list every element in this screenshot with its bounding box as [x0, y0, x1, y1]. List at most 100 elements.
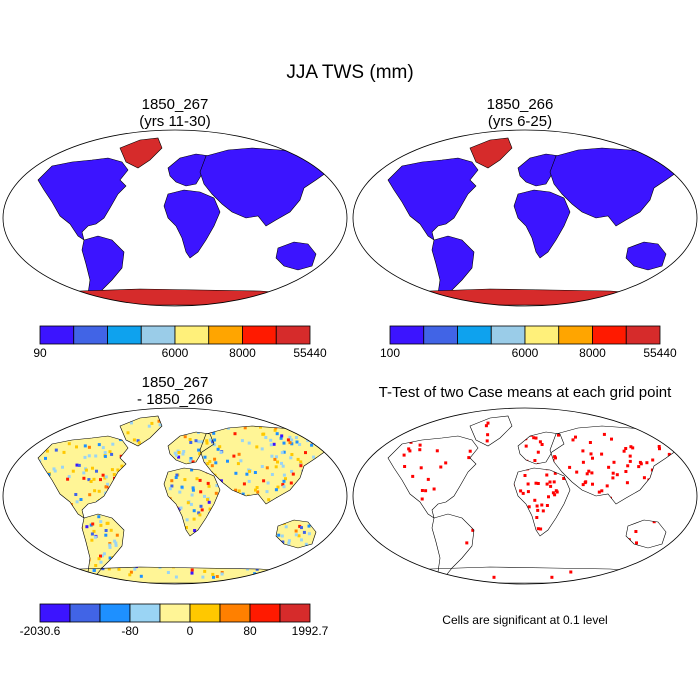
significant-cell — [509, 558, 513, 562]
anomaly-cell — [235, 418, 239, 422]
anomaly-cell — [121, 526, 125, 530]
anomaly-cell — [189, 457, 193, 460]
anomaly-cell — [34, 447, 37, 450]
anomaly-cell — [7, 563, 10, 566]
anomaly-cell — [15, 455, 18, 458]
anomaly-cell — [38, 554, 41, 558]
anomaly-cell — [52, 575, 56, 579]
colorbar-swatch — [558, 325, 593, 345]
significant-cell — [403, 465, 407, 468]
anomaly-cell — [245, 472, 249, 476]
anomaly-cell — [9, 474, 12, 477]
anomaly-cell — [302, 530, 306, 534]
anomaly-cell — [312, 463, 316, 467]
anomaly-cell — [264, 515, 268, 519]
anomaly-cell — [261, 528, 265, 532]
significant-cell — [552, 480, 556, 484]
anomaly-cell — [174, 575, 178, 579]
anomaly-cell — [108, 556, 112, 560]
anomaly-cell — [314, 508, 318, 512]
significant-cell — [447, 425, 451, 429]
anomaly-cell — [199, 504, 203, 508]
anomaly-cell — [198, 452, 202, 456]
anomaly-cell — [117, 567, 121, 571]
anomaly-cell — [34, 436, 37, 439]
anomaly-cell — [87, 445, 91, 449]
anomaly-cell — [204, 416, 208, 420]
anomaly-cell — [317, 569, 321, 573]
anomaly-cell — [234, 523, 238, 527]
anomaly-cell — [345, 553, 348, 556]
significant-cell — [590, 471, 594, 475]
anomaly-cell — [271, 572, 275, 576]
anomaly-cell — [279, 419, 283, 423]
significant-cell — [388, 569, 389, 573]
significant-cell — [589, 452, 593, 456]
anomaly-cell — [136, 554, 140, 558]
panel-3-title-line1: 1850_267 — [141, 374, 209, 391]
anomaly-cell — [326, 526, 330, 530]
anomaly-cell — [120, 464, 124, 468]
anomaly-cell — [92, 424, 96, 428]
map-panel-1 — [2, 129, 348, 307]
significant-cell — [418, 443, 422, 447]
anomaly-cell — [299, 460, 303, 464]
anomaly-cell — [50, 421, 54, 425]
significant-cell — [496, 521, 500, 525]
colorbar-swatch — [423, 325, 458, 345]
anomaly-cell — [11, 473, 14, 476]
anomaly-cell — [177, 451, 181, 454]
anomaly-cell — [104, 419, 108, 423]
anomaly-cell — [294, 493, 298, 497]
anomaly-cell — [329, 476, 330, 480]
anomaly-cell — [296, 490, 300, 494]
coastline-africa — [513, 467, 571, 537]
significant-cell — [370, 561, 373, 564]
anomaly-cell — [212, 506, 216, 510]
colorbar-tick-label: -2030.6 — [20, 624, 61, 638]
significant-cell — [486, 433, 490, 437]
significant-cell — [611, 471, 615, 475]
anomaly-cell — [192, 509, 196, 513]
anomaly-cell — [339, 545, 342, 548]
anomaly-cell — [212, 575, 215, 579]
anomaly-cell — [163, 469, 167, 473]
anomaly-cell — [157, 558, 161, 562]
anomaly-cell — [343, 544, 346, 547]
anomaly-cell — [261, 512, 265, 516]
anomaly-cell — [284, 477, 287, 481]
significant-cell — [563, 511, 567, 515]
anomaly-cell — [272, 442, 276, 446]
anomaly-cell — [177, 455, 181, 459]
anomaly-cell — [235, 525, 239, 529]
significant-cell — [530, 558, 534, 562]
anomaly-cell — [201, 539, 205, 543]
anomaly-cell — [288, 568, 292, 572]
anomaly-cell — [210, 561, 214, 565]
map-land-layer — [37, 137, 331, 306]
significant-cell — [575, 499, 579, 503]
anomaly-cell — [318, 459, 322, 463]
anomaly-cell — [69, 509, 73, 513]
anomaly-cell — [205, 542, 209, 546]
anomaly-cell — [99, 520, 103, 524]
anomaly-cell — [22, 559, 25, 562]
anomaly-cell — [199, 490, 203, 494]
anomaly-cell — [234, 488, 238, 492]
anomaly-cell — [124, 488, 128, 492]
anomaly-cell — [104, 533, 108, 537]
anomaly-cell — [279, 436, 283, 440]
colorbar-swatch — [107, 325, 142, 345]
anomaly-cell — [327, 570, 330, 574]
significant-cell — [571, 438, 575, 442]
anomaly-cell — [303, 422, 307, 426]
anomaly-cell — [126, 431, 130, 435]
significant-cell — [668, 479, 672, 483]
anomaly-cell — [332, 573, 335, 576]
anomaly-cell — [157, 419, 161, 423]
anomaly-cell — [87, 478, 91, 482]
significant-cell — [607, 465, 611, 469]
significant-cell — [581, 449, 585, 453]
significant-cell — [591, 482, 594, 486]
anomaly-cell — [285, 511, 289, 515]
